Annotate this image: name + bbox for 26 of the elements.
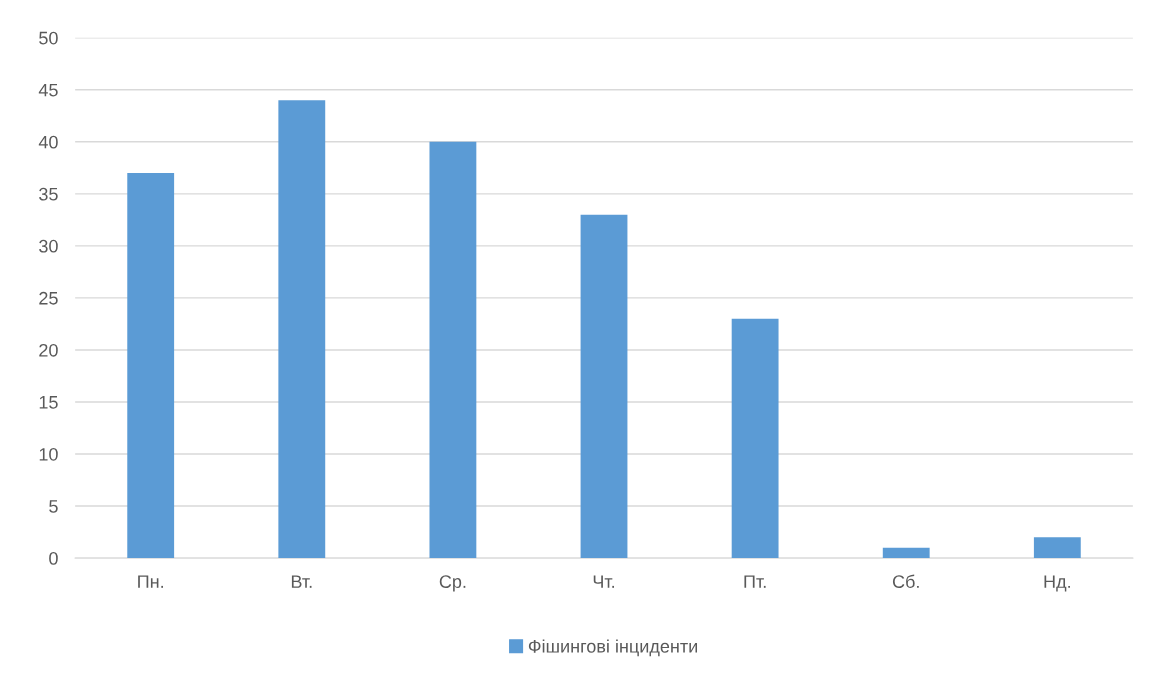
x-tick-label: Сб. xyxy=(892,574,919,588)
y-tick-label: 45 xyxy=(38,83,58,97)
y-tick-label: 10 xyxy=(39,447,58,461)
bar xyxy=(127,173,175,559)
x-tick-label: Вт. xyxy=(291,575,312,588)
y-tick-label: 5 xyxy=(49,500,58,513)
x-tick-label: Пт. xyxy=(744,575,766,588)
x-tick-label: Чт. xyxy=(593,575,615,588)
legend-label: Фішингові інциденти xyxy=(528,639,698,657)
y-tick-label: 15 xyxy=(39,396,58,409)
y-tick-label: 35 xyxy=(39,187,58,201)
bar xyxy=(1033,537,1081,559)
bar xyxy=(429,141,477,559)
bar xyxy=(731,318,779,559)
y-tick-label: 0 xyxy=(49,552,58,565)
y-tick-label: 50 xyxy=(39,31,58,45)
bar xyxy=(580,214,628,559)
y-tick-label: 20 xyxy=(39,343,58,357)
y-tick-label: 40 xyxy=(38,135,58,149)
x-tick-label: Пн. xyxy=(138,575,164,588)
bar xyxy=(278,100,326,559)
x-tick-label: Нд. xyxy=(1044,575,1070,592)
y-tick-label: 25 xyxy=(39,291,58,305)
y-tick-label: 30 xyxy=(39,239,58,253)
bar xyxy=(882,547,930,559)
x-tick-label: Ср. xyxy=(439,575,466,592)
